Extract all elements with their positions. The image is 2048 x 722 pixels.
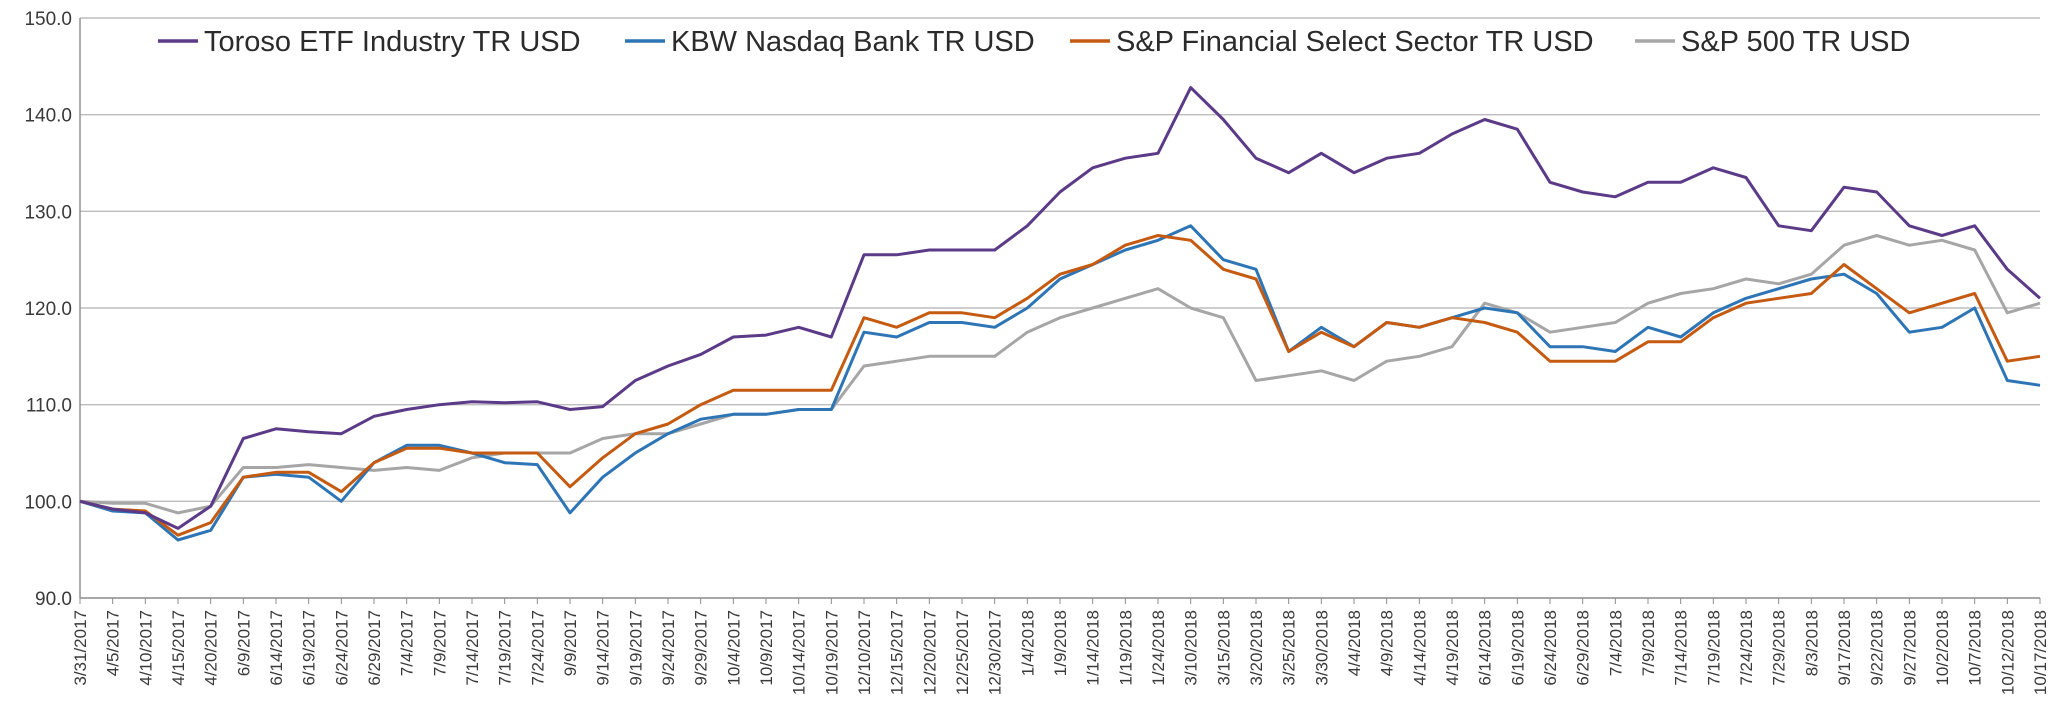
x-tick-label: 4/20/2017 [202,610,221,686]
legend-label: Toroso ETF Industry TR USD [204,26,581,58]
x-tick-label: 10/14/2017 [790,610,809,695]
x-tick-label: 9/17/2018 [1835,610,1854,686]
x-tick-label: 6/29/2017 [365,610,384,686]
x-tick-label: 10/9/2017 [757,610,776,686]
y-tick-label: 90.0 [35,589,72,610]
x-tick-label: 9/9/2017 [561,610,580,676]
x-tick-label: 10/19/2017 [822,610,841,695]
x-tick-label: 7/9/2017 [430,610,449,676]
x-tick-label: 9/24/2017 [659,610,678,686]
legend-label: KBW Nasdaq Bank TR USD [671,26,1035,58]
x-tick-label: 9/19/2017 [626,610,645,686]
x-tick-label: 7/19/2017 [496,610,515,686]
x-tick-label: 6/24/2017 [332,610,351,686]
x-tick-label: 3/15/2018 [1214,610,1233,686]
x-tick-label: 6/24/2018 [1541,610,1560,686]
x-tick-label: 10/2/2018 [1933,610,1952,686]
x-tick-label: 12/30/2017 [986,610,1005,695]
x-tick-label: 6/19/2017 [300,610,319,686]
x-tick-label: 12/15/2017 [888,610,907,695]
x-tick-label: 7/4/2018 [1606,610,1625,676]
x-tick-label: 8/3/2018 [1802,610,1821,676]
x-tick-label: 4/10/2017 [136,610,155,686]
x-tick-label: 7/24/2018 [1737,610,1756,686]
x-tick-label: 9/29/2017 [692,610,711,686]
x-tick-label: 1/24/2018 [1149,610,1168,686]
x-tick-label: 12/10/2017 [855,610,874,695]
x-tick-label: 4/4/2018 [1345,610,1364,676]
x-tick-label: 10/17/2018 [2031,610,2048,695]
x-tick-label: 9/27/2018 [1900,610,1919,686]
y-tick-label: 130.0 [24,202,72,223]
y-tick-label: 110.0 [26,396,72,417]
x-tick-label: 4/5/2017 [104,610,123,676]
x-tick-label: 3/31/2017 [71,610,90,686]
y-tick-label: 120.0 [24,299,72,320]
x-tick-label: 9/22/2018 [1868,610,1887,686]
x-tick-label: 1/4/2018 [1018,610,1037,676]
x-tick-label: 7/9/2018 [1639,610,1658,676]
x-tick-label: 7/4/2017 [398,610,417,676]
x-tick-label: 10/7/2018 [1966,610,1985,686]
y-tick-label: 100.0 [24,492,72,513]
x-tick-label: 3/10/2018 [1182,610,1201,686]
x-tick-label: 6/29/2018 [1574,610,1593,686]
series-lines [79,86,2041,542]
x-tick-label: 4/19/2018 [1443,610,1462,686]
x-tick-label: 4/15/2017 [169,610,188,686]
series-line-1 [79,224,2041,542]
legend-label: S&P Financial Select Sector TR USD [1116,26,1594,58]
series-line-2 [79,234,2041,537]
x-tick-label: 7/19/2018 [1704,610,1723,686]
x-axis: 3/31/2017 4/5/2017 4/10/2017 4/15/2017 4/20/… [71,598,2048,695]
y-axis: 90.0 100.0 110.0 120.0 130.0 140.0 150.0 [24,9,81,610]
x-tick-label: 6/14/2017 [267,610,286,686]
x-tick-label: 4/14/2018 [1410,610,1429,686]
x-tick-label: 12/20/2017 [920,610,939,695]
y-tick-label: 150.0 [24,9,72,30]
legend: Toroso ETF Industry TR USD KBW Nasdaq Ban… [158,26,1910,58]
x-tick-label: 12/25/2017 [953,610,972,695]
legend-label: S&P 500 TR USD [1681,26,1910,58]
x-tick-label: 7/24/2017 [528,610,547,686]
x-tick-label: 1/9/2018 [1051,610,1070,676]
x-tick-label: 1/19/2018 [1116,610,1135,686]
x-tick-label: 6/9/2017 [234,610,253,676]
x-tick-label: 3/25/2018 [1280,610,1299,686]
x-tick-label: 7/29/2018 [1770,610,1789,686]
series-line-3 [79,234,2041,515]
x-tick-label: 6/19/2018 [1508,610,1527,686]
x-tick-label: 9/14/2017 [594,610,613,686]
x-tick-label: 3/30/2018 [1312,610,1331,686]
x-tick-label: 10/4/2017 [724,610,743,686]
x-tick-label: 7/14/2018 [1672,610,1691,686]
x-tick-label: 6/14/2018 [1476,610,1495,686]
series-line-0 [79,86,2041,530]
x-tick-label: 7/14/2017 [463,610,482,686]
y-tick-label: 140.0 [24,106,72,127]
x-tick-label: 3/20/2018 [1247,610,1266,686]
x-tick-label: 4/9/2018 [1378,610,1397,676]
x-tick-label: 10/12/2018 [1998,610,2017,695]
x-tick-label: 1/14/2018 [1084,610,1103,686]
